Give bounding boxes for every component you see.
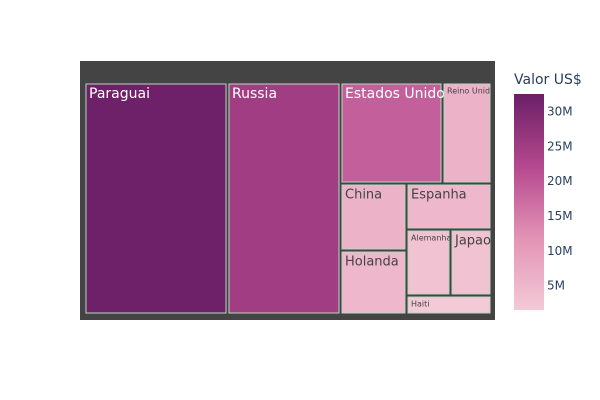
treemap-tile[interactable]: Japao xyxy=(451,230,491,295)
treemap-tile-rect[interactable] xyxy=(85,83,227,314)
treemap-tile[interactable]: Reino Unido xyxy=(443,83,495,183)
treemap-tile-rect[interactable] xyxy=(407,184,491,229)
treemap-tile-rect[interactable] xyxy=(341,83,442,183)
treemap-tile-rect[interactable] xyxy=(451,230,491,295)
colorbar-tick-label: 10M xyxy=(547,244,573,258)
treemap-tile[interactable]: Russia xyxy=(228,83,340,314)
treemap-tile-rect[interactable] xyxy=(228,83,340,314)
treemap-tile[interactable]: Holanda xyxy=(341,251,406,314)
treemap-tile-rect[interactable] xyxy=(341,251,406,314)
colorbar-tick-label: 15M xyxy=(547,209,573,223)
treemap-tile-label: Reino Unido xyxy=(447,86,495,95)
treemap-tile-label: Espanha xyxy=(411,187,467,202)
colorbar: Valor US$ 5M 10M 15M 20M 25M 30M xyxy=(514,72,582,310)
colorbar-tick-label: 30M xyxy=(547,104,573,118)
treemap-tile[interactable]: Alemanha xyxy=(407,230,451,295)
treemap-tile-rect[interactable] xyxy=(407,230,450,295)
treemap-tile-rect[interactable] xyxy=(407,296,491,314)
treemap-tile-label: Paraguai xyxy=(89,86,150,102)
treemap-tile[interactable]: Espanha xyxy=(407,184,491,229)
treemap-tile-label: China xyxy=(345,187,382,202)
treemap-tile-label: Holanda xyxy=(345,254,399,269)
treemap-tile-label: Estados Unidos xyxy=(345,86,452,102)
colorbar-tick-label: 25M xyxy=(547,139,573,153)
treemap-tile[interactable]: Estados Unidos xyxy=(341,83,452,183)
treemap-tile-label: Alemanha xyxy=(411,233,451,242)
treemap-tile[interactable]: Haiti xyxy=(407,296,491,314)
colorbar-tick-label: 5M xyxy=(547,279,565,293)
colorbar-title: Valor US$ xyxy=(514,72,582,88)
colorbar-gradient xyxy=(514,94,544,310)
treemap-tile-rect[interactable] xyxy=(443,83,491,183)
treemap-tile-label: Haiti xyxy=(411,299,430,308)
colorbar-ticks: 5M 10M 15M 20M 25M 30M xyxy=(547,104,573,292)
treemap-tile-label: Japao xyxy=(454,233,491,248)
colorbar-tick-label: 20M xyxy=(547,174,573,188)
treemap-tile[interactable]: Paraguai xyxy=(85,83,227,314)
treemap-tile[interactable]: China xyxy=(341,184,406,250)
treemap-tile-rect[interactable] xyxy=(341,184,406,250)
treemap-tile-label: Russia xyxy=(232,86,277,102)
